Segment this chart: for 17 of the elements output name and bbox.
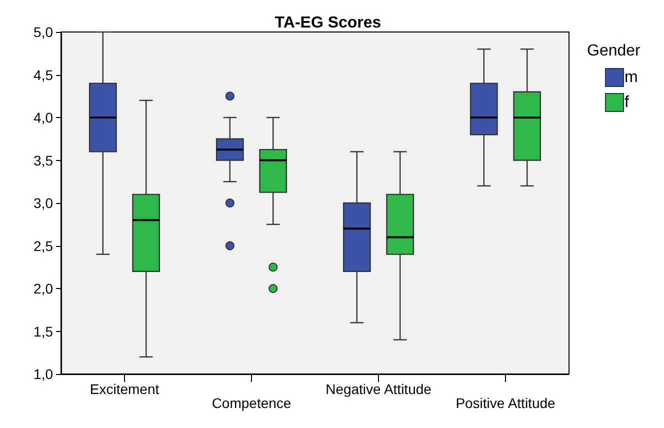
legend-label: f — [624, 94, 630, 111]
y-tick-label: 1,5 — [34, 323, 54, 340]
y-tick-label: 3,0 — [34, 195, 54, 211]
x-tick-label: Negative Attitude — [326, 381, 432, 397]
y-tick-label: 4,5 — [34, 66, 54, 83]
x-tick-label: Competence — [212, 395, 292, 411]
y-tick-label: 2,5 — [34, 238, 54, 254]
y-tick-label: 4,0 — [34, 110, 54, 126]
legend-label: m — [624, 69, 638, 86]
y-tick-label: 5,0 — [34, 24, 54, 40]
y-tick-label: 1,0 — [34, 366, 54, 382]
x-tick-label: Excitement — [90, 381, 160, 397]
legend-title: Gender — [587, 42, 642, 60]
x-tick-label: Positive Attitude — [456, 395, 556, 411]
chart-title: TA-EG Scores — [274, 14, 382, 32]
y-tick-label: 3,5 — [34, 152, 54, 168]
y-tick-label: 2,0 — [34, 280, 54, 296]
